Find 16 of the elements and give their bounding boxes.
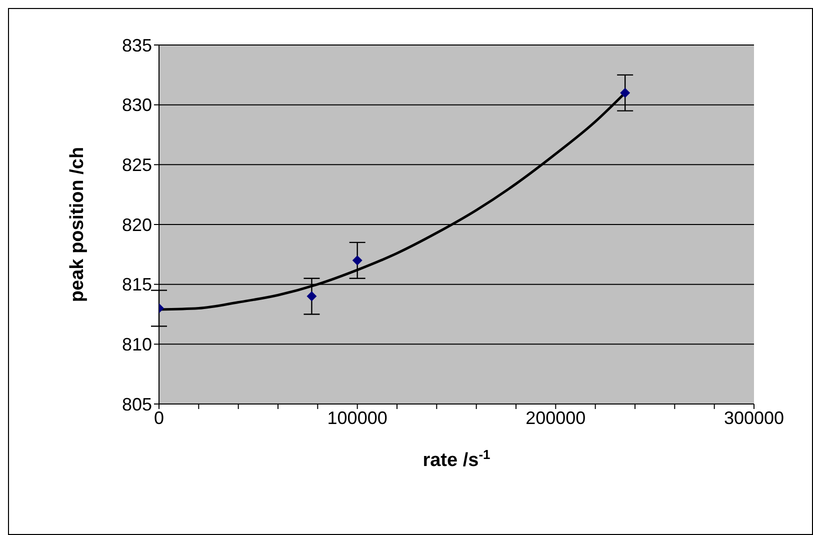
y-axis-title: peak position /ch bbox=[67, 146, 88, 302]
x-tick-label: 0 bbox=[154, 408, 164, 428]
x-tick-label: 300000 bbox=[724, 408, 784, 428]
y-tick-label: 815 bbox=[122, 274, 152, 295]
y-tick-label: 810 bbox=[122, 334, 152, 355]
x-axis-title: rate /s$^{-1}$ bbox=[422, 446, 490, 471]
y-tick-label: 825 bbox=[122, 155, 152, 176]
x-tick-label: 100000 bbox=[327, 408, 388, 428]
point bbox=[306, 291, 317, 302]
point bbox=[352, 255, 362, 266]
y-tick-label: 830 bbox=[122, 95, 152, 116]
y-tick-label: 820 bbox=[122, 214, 152, 235]
point bbox=[620, 88, 630, 98]
x-tick-label: 200000 bbox=[526, 408, 586, 428]
y-tick-label: 835 bbox=[122, 35, 152, 56]
y-tick-label: 805 bbox=[122, 394, 152, 414]
